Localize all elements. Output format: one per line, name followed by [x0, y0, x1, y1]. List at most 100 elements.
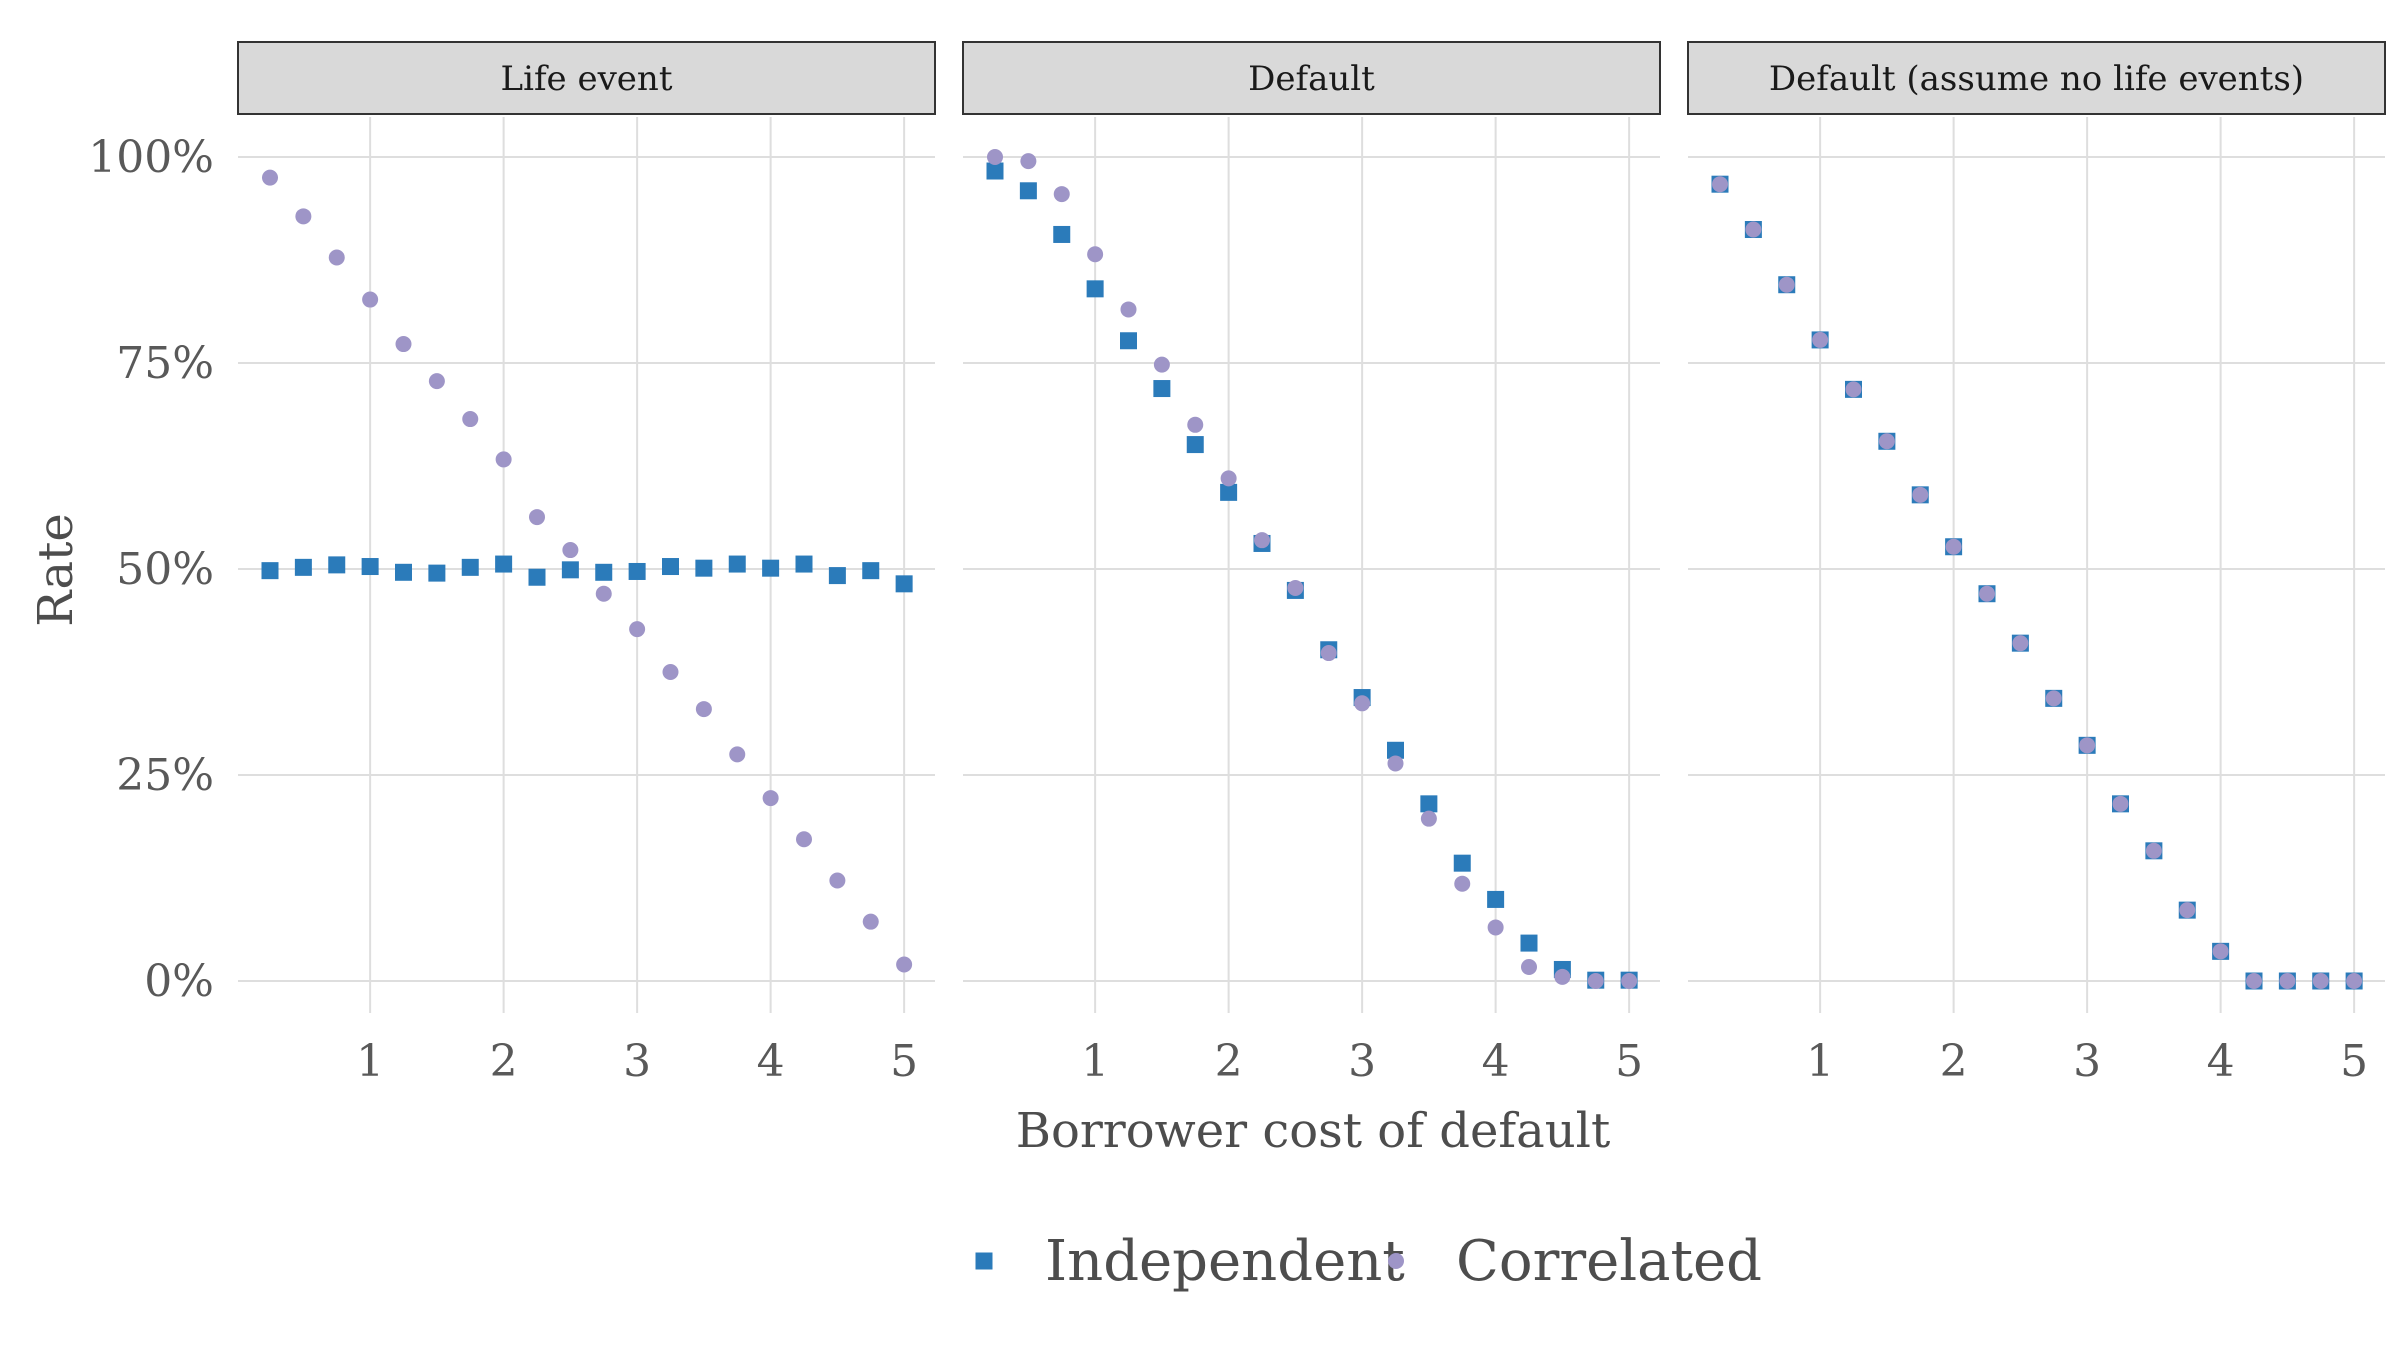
- data-point-independent: [1086, 280, 1104, 298]
- data-point-correlated: [1945, 538, 1962, 555]
- legend: Independent Correlated: [975, 1229, 1762, 1294]
- legend-label: Independent: [1045, 1229, 1405, 1294]
- data-point-correlated: [562, 542, 579, 559]
- data-point-correlated: [1354, 695, 1371, 712]
- data-point-correlated: [1979, 585, 1995, 602]
- data-point-correlated: [1812, 331, 1829, 348]
- x-tick-label: 3: [623, 1036, 651, 1087]
- data-point-independent: [662, 558, 679, 576]
- data-point-correlated: [1087, 246, 1104, 263]
- data-point-independent: [1387, 741, 1404, 759]
- data-point-correlated: [896, 956, 913, 973]
- data-point-independent: [1453, 854, 1471, 872]
- data-point-independent: [795, 555, 813, 573]
- data-point-correlated: [1878, 433, 1895, 450]
- facet-strip-title: Default (assume no life events): [1769, 59, 2304, 99]
- data-point-correlated: [1187, 416, 1204, 433]
- legend-key-independent: [975, 1252, 993, 1270]
- data-point-correlated: [2079, 737, 2096, 754]
- data-point-correlated: [2346, 973, 2363, 989]
- data-point-correlated: [2246, 973, 2262, 989]
- x-tick-label: 2: [1940, 1036, 1968, 1087]
- data-point-correlated: [862, 913, 879, 930]
- y-tick-label: 100%: [88, 132, 214, 183]
- data-point-independent: [461, 558, 479, 576]
- data-point-correlated: [295, 208, 312, 225]
- data-point-independent: [1220, 483, 1238, 501]
- data-point-correlated: [2212, 943, 2229, 960]
- data-point-correlated: [1712, 176, 1728, 193]
- x-axis-title: Borrower cost of default: [1016, 1103, 1611, 1159]
- data-point-correlated: [1912, 486, 1929, 503]
- x-tick-label: 2: [1215, 1036, 1243, 1087]
- data-point-independent: [1053, 225, 1071, 243]
- data-point-correlated: [1454, 875, 1471, 892]
- data-point-correlated: [2279, 973, 2296, 989]
- data-point-correlated: [495, 451, 512, 468]
- x-tick-label: 1: [1806, 1036, 1834, 1087]
- data-point-correlated: [2145, 842, 2162, 859]
- facet-strip-title: Default: [1248, 59, 1375, 99]
- data-point-correlated: [629, 621, 646, 638]
- y-tick-label: 75%: [116, 338, 214, 389]
- data-point-independent: [628, 562, 646, 580]
- facet-strip: [1687, 41, 2386, 115]
- y-tick-label: 0%: [144, 956, 214, 1007]
- data-point-correlated: [662, 664, 679, 680]
- data-point-independent: [1186, 436, 1204, 454]
- data-point-correlated: [695, 701, 712, 718]
- data-point-independent: [695, 559, 713, 577]
- data-point-correlated: [595, 585, 612, 602]
- x-tick-label: 4: [1482, 1036, 1510, 1087]
- data-point-correlated: [362, 291, 379, 308]
- data-point-correlated: [1020, 153, 1037, 170]
- data-point-correlated: [2012, 635, 2029, 652]
- data-point-correlated: [987, 149, 1003, 165]
- data-point-correlated: [762, 790, 779, 807]
- facet-strip: [237, 41, 936, 115]
- data-point-correlated: [1153, 356, 1170, 373]
- x-tick-label: 5: [1615, 1036, 1643, 1087]
- x-tick-label: 1: [1081, 1036, 1109, 1087]
- data-point-correlated: [829, 872, 846, 889]
- data-point-correlated: [1745, 221, 1762, 238]
- data-point-correlated: [529, 509, 545, 526]
- data-point-correlated: [395, 336, 412, 353]
- y-axis-title: Rate: [28, 513, 84, 627]
- y-tick-label: 25%: [116, 750, 214, 801]
- data-point-correlated: [729, 746, 746, 763]
- data-point-correlated: [2045, 690, 2062, 707]
- data-point-correlated: [1420, 810, 1437, 827]
- legend-key-correlated: [1388, 1253, 1404, 1269]
- data-point-correlated: [1254, 532, 1270, 549]
- data-point-correlated: [1287, 579, 1304, 596]
- data-point-independent: [595, 563, 613, 581]
- data-point-correlated: [1778, 276, 1795, 293]
- x-tick-label: 5: [890, 1036, 918, 1087]
- data-point-correlated: [2112, 795, 2129, 812]
- data-point-independent: [728, 555, 746, 573]
- data-point-independent: [495, 555, 513, 573]
- legend-label: Correlated: [1456, 1229, 1762, 1294]
- data-point-correlated: [328, 249, 345, 266]
- data-point-correlated: [1320, 645, 1337, 662]
- data-point-correlated: [262, 169, 278, 186]
- data-point-correlated: [1387, 755, 1404, 772]
- x-tick-label: 2: [490, 1036, 518, 1087]
- x-tick-label: 3: [2073, 1036, 2101, 1087]
- x-tick-label: 4: [757, 1036, 785, 1087]
- x-tick-label: 1: [356, 1036, 384, 1087]
- data-point-correlated: [796, 831, 812, 848]
- data-point-correlated: [2179, 902, 2196, 919]
- data-point-independent: [1487, 890, 1505, 908]
- data-point-independent: [328, 556, 346, 574]
- data-point-correlated: [1554, 968, 1571, 985]
- data-point-independent: [762, 559, 780, 577]
- data-point-correlated: [1487, 919, 1504, 936]
- y-tick-label: 50%: [116, 544, 214, 595]
- data-point-independent: [986, 162, 1004, 180]
- data-point-independent: [1120, 332, 1137, 350]
- data-point-independent: [895, 575, 913, 593]
